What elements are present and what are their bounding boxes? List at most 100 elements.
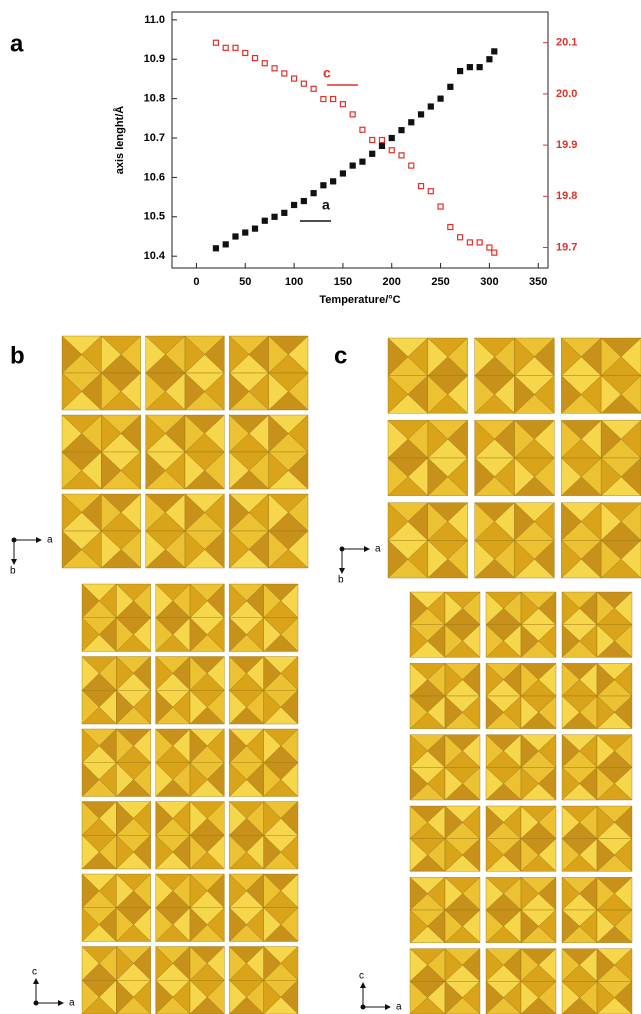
y-tick-label: 10.9: [144, 53, 165, 65]
data-point: [360, 127, 365, 132]
y2-tick-label: 19.8: [556, 190, 577, 202]
x-tick-label: 150: [334, 276, 352, 288]
y2-tick-label: 19.7: [556, 241, 577, 253]
y-tick-label: 10.7: [144, 132, 165, 144]
panel-label: b: [10, 342, 25, 369]
data-point: [262, 61, 267, 66]
x-tick-label: 250: [431, 276, 449, 288]
data-point: [370, 151, 375, 156]
compass-head: [339, 568, 345, 574]
data-point: [292, 202, 297, 207]
data-point: [458, 235, 463, 240]
data-point: [409, 120, 414, 125]
data-point: [438, 204, 443, 209]
series-label: c: [323, 65, 331, 81]
data-point: [292, 76, 297, 81]
data-point: [282, 71, 287, 76]
x-tick-label: 100: [285, 276, 303, 288]
data-point: [448, 225, 453, 230]
data-point: [399, 153, 404, 158]
data-point: [331, 179, 336, 184]
data-point: [409, 163, 414, 168]
data-point: [360, 159, 365, 164]
data-point: [350, 163, 355, 168]
data-point: [477, 65, 482, 70]
y2-tick-label: 19.9: [556, 139, 577, 151]
x-tick-label: 0: [193, 276, 199, 288]
data-point: [223, 45, 228, 50]
data-point: [253, 226, 258, 231]
compass-head: [36, 537, 42, 543]
data-point: [340, 171, 345, 176]
data-point: [467, 240, 472, 245]
data-point: [379, 138, 384, 143]
compass-label: c: [32, 967, 37, 978]
compass-label: a: [375, 544, 381, 555]
data-point: [262, 218, 267, 223]
compass-head: [385, 1004, 391, 1010]
data-point: [419, 184, 424, 189]
compass-head: [360, 982, 366, 988]
data-point: [321, 183, 326, 188]
compass-head: [58, 1000, 64, 1006]
data-point: [438, 96, 443, 101]
series-label: a: [322, 197, 330, 213]
data-point: [340, 102, 345, 107]
data-point: [311, 86, 316, 91]
data-point: [428, 189, 433, 194]
x-tick-label: 50: [239, 276, 251, 288]
x-tick-label: 300: [480, 276, 498, 288]
x-tick-label: 200: [383, 276, 401, 288]
figure: a b c Temperature/°C axis lenght/Å a c 0…: [0, 0, 641, 1014]
data-point: [379, 143, 384, 148]
data-point: [253, 56, 258, 61]
data-point: [458, 69, 463, 74]
x-tick-label: 350: [529, 276, 547, 288]
data-point: [389, 148, 394, 153]
compass-head: [364, 546, 370, 552]
data-point: [370, 138, 375, 143]
data-point: [213, 40, 218, 45]
compass-label: a: [69, 998, 75, 1009]
compass-label: b: [10, 566, 16, 577]
y-tick-label: 10.8: [144, 93, 165, 105]
data-point: [301, 199, 306, 204]
data-point: [233, 234, 238, 239]
data-point: [311, 191, 316, 196]
compass-label: b: [338, 575, 344, 586]
compass-label: a: [396, 1002, 402, 1013]
y-tick-label: 10.4: [144, 250, 166, 262]
data-point: [301, 81, 306, 86]
page: a b c Temperature/°C axis lenght/Å a c 0…: [0, 0, 641, 1014]
data-point: [477, 240, 482, 245]
data-point: [428, 104, 433, 109]
y-tick-label: 11.0: [144, 14, 165, 26]
data-point: [272, 214, 277, 219]
structures: [62, 336, 641, 1014]
data-point: [487, 57, 492, 62]
compass-label: a: [47, 535, 53, 546]
data-point: [399, 128, 404, 133]
data-point: [321, 97, 326, 102]
data-point: [282, 210, 287, 215]
data-point: [213, 246, 218, 251]
x-axis-label: Temperature/°C: [319, 294, 400, 306]
compass-label: c: [359, 971, 364, 982]
panel-label: c: [334, 342, 347, 369]
y2-tick-label: 20.1: [556, 37, 577, 49]
panel-label: a: [10, 30, 24, 57]
data-point: [233, 45, 238, 50]
data-point: [243, 230, 248, 235]
data-point: [389, 136, 394, 141]
data-point: [492, 250, 497, 255]
compass-head: [11, 559, 17, 565]
data-point: [467, 65, 472, 70]
data-point: [492, 49, 497, 54]
data-point: [223, 242, 228, 247]
data-point: [448, 84, 453, 89]
data-point: [331, 97, 336, 102]
data-point: [350, 112, 355, 117]
data-point: [272, 66, 277, 71]
data-point: [487, 245, 492, 250]
y2-tick-label: 20.0: [556, 88, 577, 100]
